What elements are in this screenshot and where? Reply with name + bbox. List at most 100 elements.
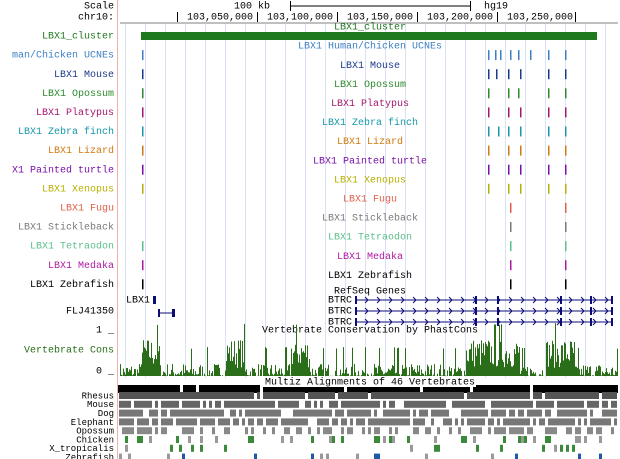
align-block [209,409,212,417]
cons-bar [569,360,570,376]
cons-bar [125,374,126,376]
align-block [407,392,410,399]
align-block [590,427,593,435]
cons-bar [397,348,398,376]
gene-exon [497,307,499,315]
align-block [527,409,530,417]
align-block [248,392,251,399]
align-block [221,409,224,417]
align-block [452,392,455,399]
align-block [293,400,296,408]
cons-bar [170,374,171,376]
align-block [425,427,428,435]
cons-bar [376,367,377,376]
align-block [512,392,515,399]
cluster-bar [141,32,597,40]
align-block [464,400,467,408]
align-block [548,409,551,417]
align-block [161,400,164,408]
align-block [476,427,479,435]
align-block [602,418,605,426]
cons-bar [148,340,149,376]
gene-arrow [484,318,489,326]
align-block [308,392,311,399]
align-block [353,400,356,408]
align-block [404,400,407,408]
element [142,145,144,156]
align-block [203,400,206,408]
cons-bar [500,341,501,376]
align-block [467,409,470,417]
gene-arrow [448,296,453,304]
align-block [518,400,521,408]
align-block [362,427,365,435]
cons-bar [551,355,552,376]
gene-arrow [580,296,585,304]
align-block [509,427,512,435]
track-label: LBX1 Fugu [60,204,114,215]
align-block [128,409,131,417]
align-block [158,392,161,399]
align-block [386,409,389,417]
element [508,107,510,118]
cons-bar [321,364,322,376]
align-block [284,418,287,426]
cons-bar [390,370,391,376]
align-block [578,453,581,459]
align-block [353,409,356,417]
cons-bar [169,374,170,376]
cons-bar [222,375,223,376]
align-block [125,436,128,443]
align-block [266,418,269,426]
cons-bar [559,367,560,376]
align-block [473,427,476,435]
cons-bar [612,367,613,376]
align-block [479,392,482,399]
align-block [230,400,233,408]
align-block [428,400,431,408]
align-block [440,392,443,399]
align-block [413,392,416,399]
cons-bar [253,369,254,376]
align-block [416,427,419,435]
align-block [578,436,581,443]
align-block [191,444,194,452]
align-block [368,400,371,408]
align-block [149,400,152,408]
align-block [587,392,590,399]
cons-bar [575,366,576,376]
align-block [419,418,422,426]
assembly-label: hg19 [484,1,508,13]
align-block [497,392,500,399]
align-block [527,418,530,426]
align-block [566,392,569,399]
align-block [197,392,200,399]
align-block [140,400,143,408]
align-block [359,400,362,408]
element [142,241,144,252]
cons-bar [297,353,298,376]
align-block [182,418,185,426]
align-block [530,400,533,408]
cons-bar [303,351,304,376]
gene-exon [153,296,156,304]
cons-bar [589,367,590,376]
align-block [470,418,473,426]
cons-bar [171,369,172,376]
cons-bar [506,351,507,376]
cons-bar [517,346,518,376]
cons-bar [248,375,249,376]
align-block [281,392,284,399]
align-block [329,392,332,399]
cons-bar [617,348,618,376]
align-block [311,409,314,417]
cons-bar [300,363,301,376]
align-block [296,418,299,426]
align-block [254,409,257,417]
align-block [530,427,533,435]
element [508,183,510,194]
align-block [449,392,452,399]
cons-bar [250,371,251,376]
element [548,183,550,194]
cons-bar [131,366,132,376]
